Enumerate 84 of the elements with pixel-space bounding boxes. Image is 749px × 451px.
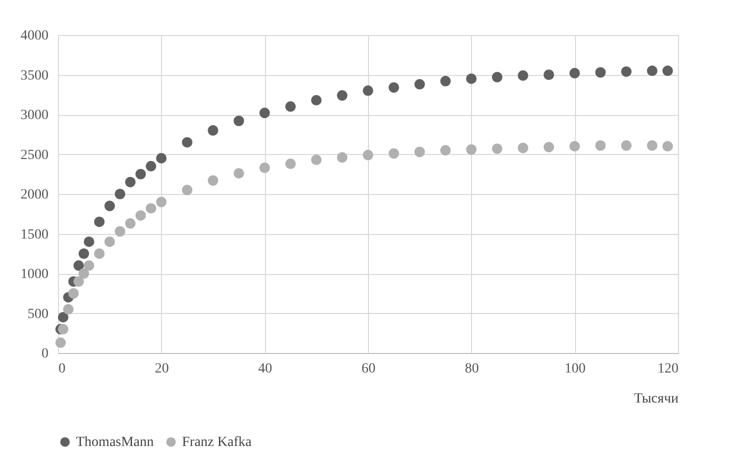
y-tick-label: 4000 — [20, 28, 48, 44]
point — [135, 210, 146, 221]
point — [63, 304, 74, 315]
point — [544, 70, 554, 80]
point — [518, 142, 528, 154]
point — [388, 148, 400, 159]
point — [492, 143, 502, 154]
point — [336, 152, 348, 163]
point — [78, 268, 90, 279]
x-tick-label: 0 — [58, 362, 66, 376]
point — [156, 152, 167, 164]
point — [414, 79, 425, 90]
point — [146, 203, 156, 214]
y-tick-label: 0 — [42, 346, 48, 362]
point — [646, 140, 658, 151]
point — [135, 168, 146, 180]
point — [125, 176, 136, 188]
point — [466, 144, 477, 155]
legend-label: ThomasMann — [76, 435, 154, 450]
point — [78, 248, 90, 259]
point — [414, 146, 425, 158]
y-tick-label: 1000 — [20, 267, 48, 282]
x-tick-label: 100 — [564, 362, 586, 376]
point — [362, 85, 374, 96]
point — [94, 216, 105, 228]
x-tick-label: 40 — [258, 362, 272, 376]
point — [662, 66, 673, 76]
y-tick-label: 3500 — [20, 68, 48, 84]
y-tick-label: 500 — [28, 306, 48, 322]
point — [595, 140, 606, 151]
point — [646, 66, 658, 76]
point — [440, 76, 451, 86]
point — [146, 160, 156, 172]
point — [621, 140, 632, 151]
point — [58, 312, 68, 322]
point — [156, 196, 167, 208]
point — [388, 82, 400, 93]
point — [104, 236, 115, 247]
point — [182, 137, 192, 148]
point — [569, 141, 580, 152]
point — [621, 66, 632, 77]
x-tick-label: 80 — [464, 362, 479, 376]
point — [114, 226, 126, 237]
point — [73, 276, 84, 287]
point — [182, 184, 192, 196]
point — [104, 200, 115, 212]
point — [234, 116, 244, 126]
point — [259, 108, 270, 118]
point — [544, 142, 554, 152]
y-tick-label: 2000 — [20, 188, 48, 202]
point — [84, 236, 94, 247]
x-tick-label: 20 — [154, 362, 169, 376]
point — [285, 101, 296, 112]
point — [492, 72, 502, 82]
point — [208, 125, 218, 136]
y-tick-label: 3000 — [20, 108, 48, 123]
point — [208, 175, 218, 186]
x-axis-title: Тысячи — [634, 392, 679, 406]
point — [58, 324, 68, 334]
point — [125, 218, 136, 229]
point — [336, 90, 348, 101]
point — [68, 288, 79, 299]
point — [311, 154, 322, 166]
y-tick-label: 1500 — [20, 227, 48, 242]
x-tick-label: 60 — [362, 362, 376, 376]
point — [285, 158, 296, 170]
point — [440, 145, 451, 156]
point — [662, 141, 673, 152]
point — [55, 337, 66, 348]
point — [466, 73, 477, 84]
point — [569, 68, 580, 78]
point — [311, 94, 322, 106]
legend-label: Franz Kafka — [182, 435, 252, 450]
y-tick-label: 2500 — [20, 148, 48, 163]
point — [595, 67, 606, 78]
point — [234, 168, 244, 179]
point — [114, 188, 126, 200]
point — [362, 150, 374, 160]
point — [84, 260, 94, 271]
point — [518, 70, 528, 81]
point — [94, 248, 105, 259]
x-tick-label: 120 — [658, 362, 678, 376]
point — [73, 260, 84, 271]
point — [259, 162, 270, 173]
